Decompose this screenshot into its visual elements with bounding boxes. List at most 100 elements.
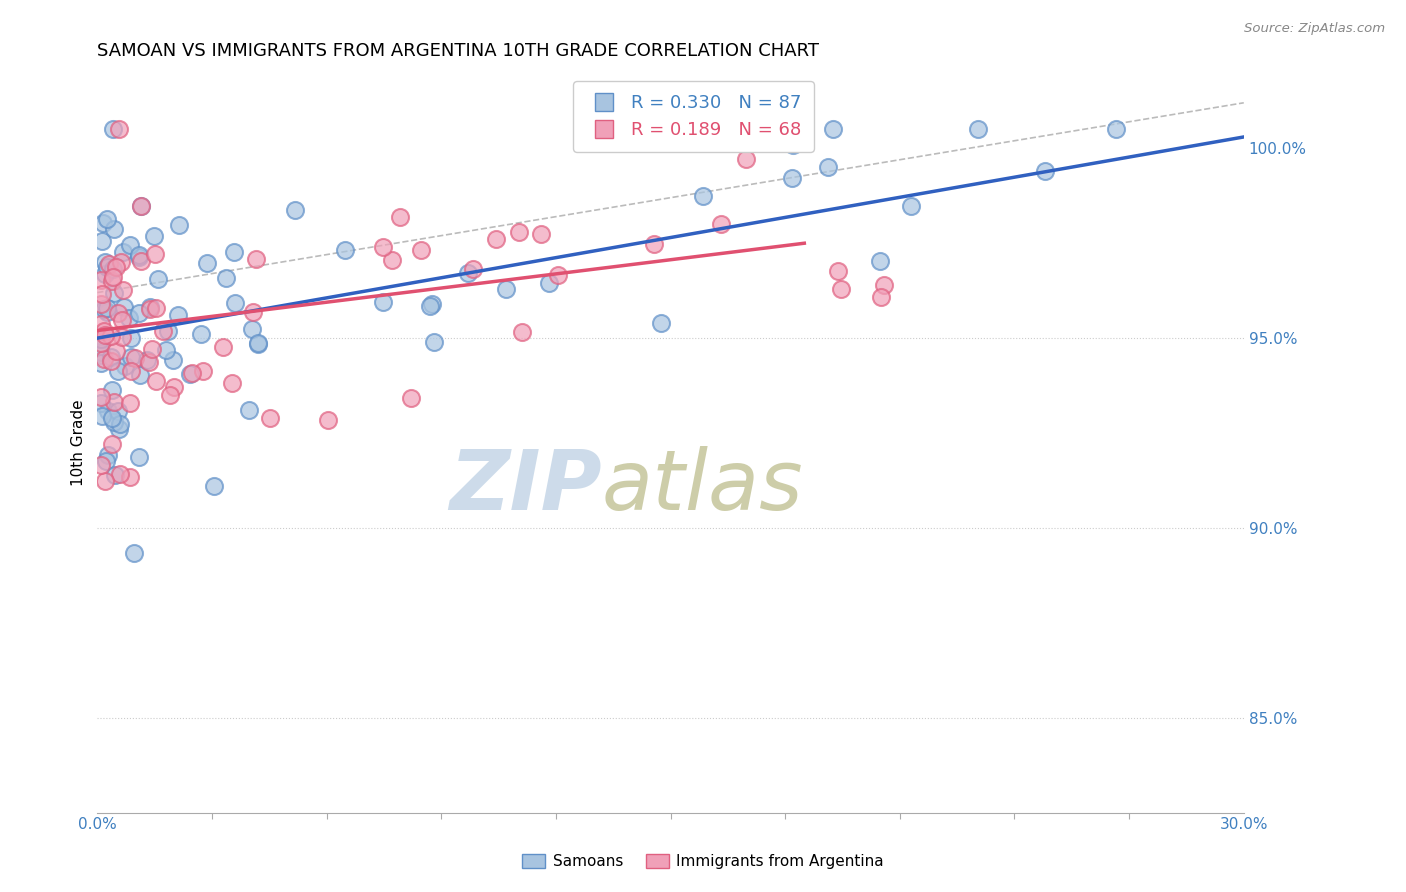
Point bbox=[181, 366, 204, 380]
Point bbox=[259, 410, 281, 425]
Point bbox=[900, 199, 922, 213]
Point bbox=[145, 301, 167, 315]
Point bbox=[101, 437, 124, 451]
Point bbox=[547, 268, 569, 283]
Point bbox=[91, 234, 114, 248]
Point bbox=[495, 281, 517, 295]
Point bbox=[111, 313, 134, 327]
Point bbox=[211, 340, 233, 354]
Point bbox=[101, 384, 124, 398]
Point bbox=[202, 479, 225, 493]
Point bbox=[129, 199, 152, 213]
Point bbox=[1033, 164, 1056, 178]
Point bbox=[90, 396, 112, 410]
Point bbox=[247, 337, 270, 351]
Point bbox=[508, 225, 530, 239]
Point bbox=[91, 215, 114, 229]
Point bbox=[129, 368, 152, 383]
Point bbox=[162, 380, 184, 394]
Text: SAMOAN VS IMMIGRANTS FROM ARGENTINA 10TH GRADE CORRELATION CHART: SAMOAN VS IMMIGRANTS FROM ARGENTINA 10TH… bbox=[97, 42, 820, 60]
Point bbox=[146, 272, 169, 286]
Point bbox=[238, 402, 260, 417]
Point bbox=[90, 332, 112, 346]
Point bbox=[120, 396, 142, 410]
Point bbox=[111, 330, 134, 344]
Point bbox=[90, 356, 112, 370]
Point bbox=[399, 391, 422, 405]
Point bbox=[371, 240, 394, 254]
Point bbox=[120, 350, 142, 364]
Point bbox=[371, 295, 394, 310]
Point bbox=[112, 245, 135, 260]
Point bbox=[94, 474, 117, 488]
Point bbox=[94, 267, 117, 281]
Point bbox=[90, 345, 112, 359]
Point bbox=[128, 248, 150, 262]
Point bbox=[139, 302, 162, 317]
Point bbox=[485, 232, 508, 246]
Point bbox=[94, 454, 117, 468]
Point bbox=[111, 283, 134, 297]
Point bbox=[167, 309, 190, 323]
Point bbox=[103, 122, 125, 136]
Point bbox=[96, 304, 118, 318]
Point bbox=[122, 546, 145, 560]
Point bbox=[710, 217, 733, 231]
Point bbox=[101, 411, 124, 425]
Point bbox=[245, 252, 267, 266]
Point bbox=[90, 390, 112, 404]
Point bbox=[869, 290, 891, 304]
Point bbox=[110, 467, 132, 481]
Point bbox=[284, 203, 307, 218]
Point bbox=[830, 282, 852, 296]
Point bbox=[143, 246, 166, 260]
Point bbox=[869, 254, 891, 268]
Point bbox=[110, 255, 132, 269]
Point bbox=[103, 415, 125, 429]
Point bbox=[817, 161, 839, 175]
Point bbox=[118, 310, 141, 325]
Point bbox=[107, 404, 129, 418]
Point bbox=[142, 229, 165, 244]
Point bbox=[96, 301, 118, 315]
Point bbox=[162, 353, 184, 368]
Point bbox=[101, 274, 124, 288]
Point bbox=[103, 395, 125, 409]
Point bbox=[222, 245, 245, 260]
Point bbox=[827, 264, 849, 278]
Point bbox=[197, 255, 219, 269]
Point bbox=[538, 276, 561, 290]
Point bbox=[224, 295, 246, 310]
Point bbox=[242, 305, 264, 319]
Point bbox=[90, 329, 112, 343]
Point bbox=[141, 342, 163, 356]
Point bbox=[145, 374, 167, 388]
Point bbox=[136, 353, 159, 368]
Point bbox=[120, 470, 142, 484]
Point bbox=[97, 257, 120, 271]
Point bbox=[107, 364, 129, 378]
Point bbox=[104, 260, 127, 275]
Point bbox=[128, 306, 150, 320]
Point bbox=[107, 306, 129, 320]
Point bbox=[121, 331, 143, 345]
Point bbox=[128, 450, 150, 464]
Point bbox=[411, 243, 433, 257]
Point bbox=[93, 324, 115, 338]
Point bbox=[100, 354, 122, 368]
Point bbox=[100, 350, 122, 364]
Point bbox=[510, 325, 533, 339]
Point bbox=[139, 301, 162, 315]
Point bbox=[105, 344, 128, 359]
Point bbox=[114, 359, 136, 374]
Point bbox=[246, 336, 269, 351]
Point bbox=[104, 467, 127, 482]
Point bbox=[120, 364, 142, 378]
Point bbox=[91, 287, 114, 301]
Point bbox=[780, 171, 803, 186]
Point bbox=[112, 300, 135, 314]
Point bbox=[90, 273, 112, 287]
Point bbox=[152, 324, 174, 338]
Point bbox=[190, 326, 212, 341]
Point bbox=[389, 210, 412, 224]
